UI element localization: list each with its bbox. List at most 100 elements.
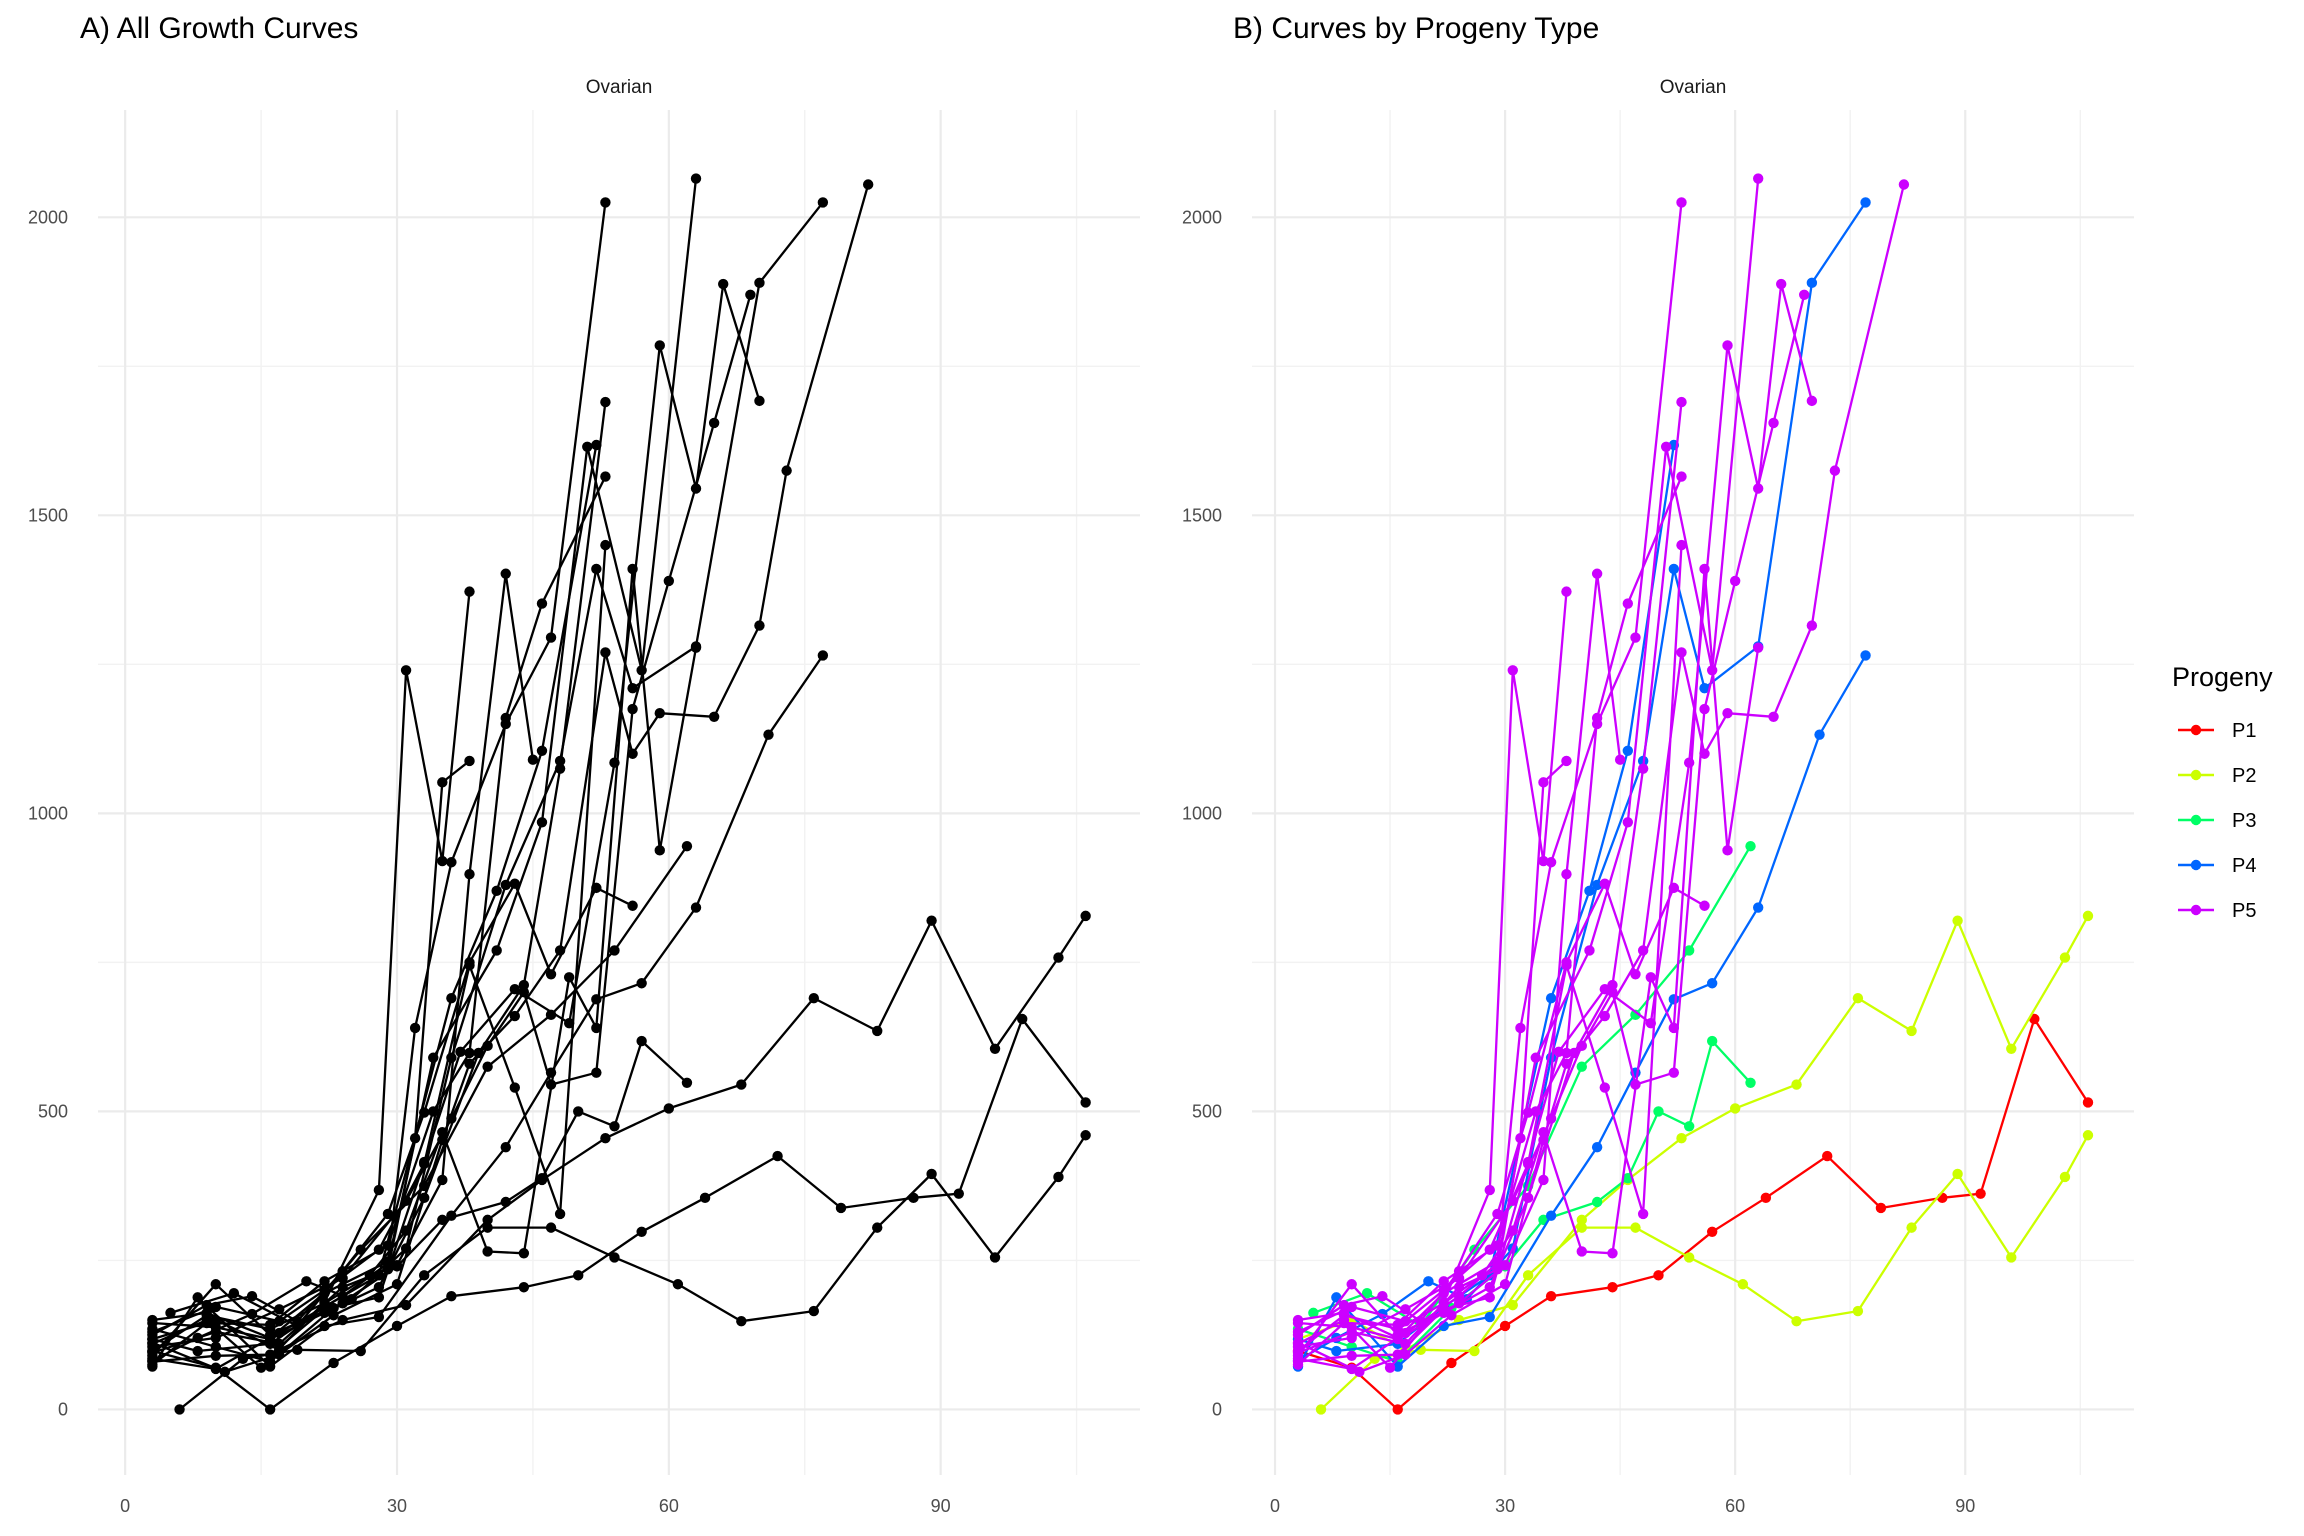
data-point bbox=[1354, 1366, 1365, 1378]
series-line bbox=[151, 572, 535, 1357]
data-point bbox=[1438, 1276, 1449, 1287]
y-tick-label: 0 bbox=[58, 1399, 68, 1419]
data-point bbox=[1545, 1290, 1557, 1302]
data-point bbox=[1814, 729, 1825, 740]
series-p5 bbox=[147, 173, 702, 1375]
data-point bbox=[1331, 1345, 1342, 1357]
data-point bbox=[509, 1082, 520, 1093]
data-point bbox=[600, 539, 611, 551]
data-point bbox=[600, 396, 611, 408]
y-tick-label: 1000 bbox=[1182, 803, 1222, 823]
data-point bbox=[627, 703, 638, 715]
data-point bbox=[953, 1188, 964, 1199]
data-point bbox=[400, 665, 412, 676]
data-point bbox=[1776, 278, 1787, 290]
data-point bbox=[1484, 1184, 1495, 1196]
data-point bbox=[446, 1290, 457, 1302]
data-point bbox=[1469, 1345, 1480, 1357]
data-point bbox=[1484, 1244, 1495, 1255]
data-point bbox=[1699, 900, 1710, 911]
y-tick-label: 2000 bbox=[28, 207, 68, 227]
data-point bbox=[1591, 712, 1603, 724]
data-point bbox=[1791, 1079, 1802, 1090]
data-point bbox=[418, 1270, 430, 1281]
data-point bbox=[328, 1357, 339, 1369]
x-tick-label: 90 bbox=[931, 1496, 951, 1516]
data-point bbox=[437, 777, 448, 788]
data-point bbox=[1752, 902, 1764, 913]
data-point bbox=[1377, 1290, 1388, 1302]
data-point bbox=[1952, 915, 1963, 926]
data-point bbox=[400, 1299, 412, 1311]
series-p5 bbox=[147, 539, 611, 1338]
data-point bbox=[1607, 979, 1618, 991]
data-point bbox=[1476, 1270, 1488, 1281]
data-point bbox=[1584, 885, 1595, 897]
data-point bbox=[672, 1279, 684, 1290]
data-point bbox=[690, 173, 702, 184]
series-p1 bbox=[147, 1013, 1091, 1415]
data-point bbox=[536, 598, 548, 609]
data-point bbox=[518, 979, 530, 991]
data-point bbox=[1676, 471, 1687, 482]
data-point bbox=[1538, 777, 1549, 788]
data-point bbox=[219, 1366, 231, 1378]
data-point bbox=[1637, 1208, 1649, 1220]
data-point bbox=[745, 289, 756, 300]
data-point bbox=[591, 882, 602, 894]
data-point bbox=[1799, 289, 1810, 300]
series-p4 bbox=[147, 650, 829, 1372]
data-point bbox=[1706, 978, 1718, 989]
y-tick-label: 1500 bbox=[28, 505, 68, 525]
series-p5 bbox=[1292, 179, 1910, 1378]
data-point bbox=[373, 1244, 385, 1255]
data-point bbox=[1561, 1047, 1572, 1059]
data-point bbox=[1438, 1298, 1449, 1309]
data-point bbox=[210, 1332, 221, 1344]
y-tick-label: 500 bbox=[38, 1101, 68, 1121]
legend-label: P5 bbox=[2232, 900, 2256, 922]
data-point bbox=[192, 1292, 203, 1303]
data-point bbox=[255, 1362, 267, 1373]
data-point bbox=[355, 1345, 366, 1357]
data-point bbox=[1622, 745, 1634, 756]
data-point bbox=[446, 992, 457, 1004]
data-point bbox=[1622, 817, 1634, 828]
data-point bbox=[600, 197, 611, 208]
data-point bbox=[636, 1226, 647, 1238]
data-point bbox=[754, 277, 765, 289]
data-point bbox=[1484, 1282, 1495, 1293]
series-p4 bbox=[1292, 439, 1680, 1357]
data-point bbox=[591, 563, 602, 575]
data-point bbox=[808, 1305, 820, 1317]
data-point bbox=[1522, 1107, 1534, 1118]
data-point bbox=[1308, 1307, 1319, 1319]
series-p2 bbox=[174, 1130, 1091, 1415]
series-p5 bbox=[147, 278, 765, 1367]
data-point bbox=[1906, 1222, 1917, 1233]
data-point bbox=[201, 1299, 212, 1311]
data-point bbox=[1852, 992, 1864, 1004]
data-point bbox=[1545, 992, 1557, 1004]
data-point bbox=[1522, 1192, 1534, 1204]
x-tick-label: 30 bbox=[1495, 1496, 1515, 1516]
data-point bbox=[1017, 1013, 1028, 1025]
data-point bbox=[264, 1361, 276, 1372]
legend: Progeny P1 P2 P3 P4 P5 bbox=[2172, 662, 2273, 922]
data-point bbox=[1668, 1022, 1680, 1034]
data-point bbox=[2006, 1043, 2017, 1055]
data-point bbox=[1676, 1133, 1687, 1144]
data-point bbox=[373, 1282, 385, 1293]
data-point bbox=[1591, 1141, 1603, 1153]
data-point bbox=[1392, 1404, 1403, 1415]
data-point bbox=[1706, 1035, 1718, 1047]
data-point bbox=[1722, 708, 1733, 719]
data-point bbox=[1561, 755, 1572, 767]
data-point bbox=[872, 1025, 883, 1037]
data-point bbox=[1080, 1130, 1091, 1141]
data-point bbox=[627, 682, 638, 694]
data-point bbox=[817, 650, 829, 661]
x-tick-label: 0 bbox=[1270, 1496, 1280, 1516]
data-point bbox=[464, 960, 475, 971]
data-point bbox=[1292, 1356, 1304, 1367]
